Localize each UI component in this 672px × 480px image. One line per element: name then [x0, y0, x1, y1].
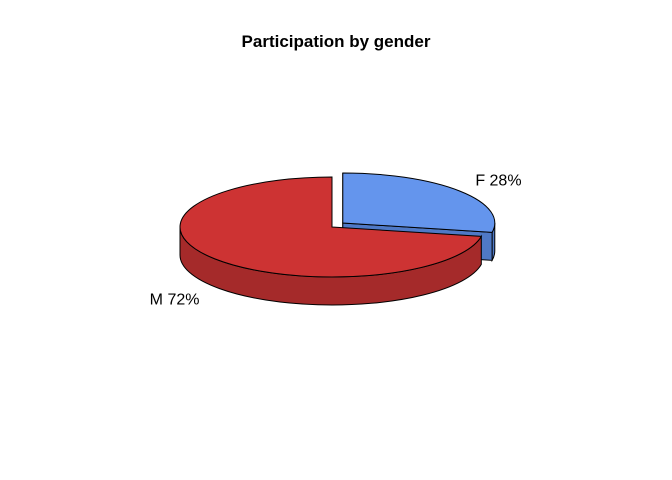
pie-slice-m: [179, 176, 483, 278]
pie-slice-f: [342, 172, 496, 233]
slice-label-f: F 28%: [475, 173, 521, 190]
slice-label-m: M 72%: [150, 291, 200, 308]
pie-group: F 28% M 72%: [150, 172, 522, 308]
chart-title: Participation by gender: [242, 32, 431, 51]
